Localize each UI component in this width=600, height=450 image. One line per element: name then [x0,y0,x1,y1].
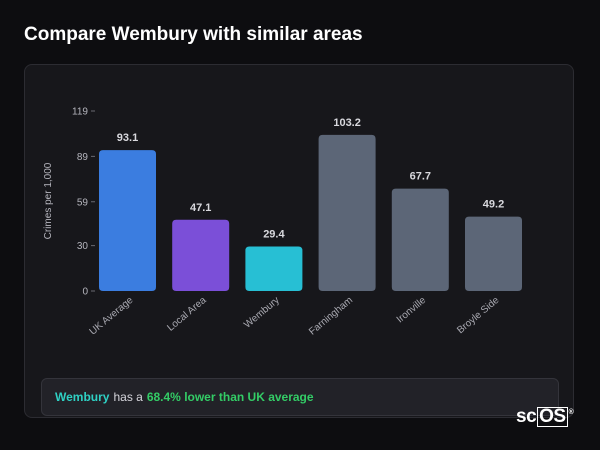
logo-prefix: sc [516,406,537,427]
comparison-summary: Wembury has a 68.4% lower than UK averag… [41,378,559,416]
y-tick-label: 0 [82,287,88,298]
x-category-label: Broyle Side [455,295,502,337]
bar-value-label: 29.4 [263,229,285,241]
x-category-label: Farningham [307,295,355,338]
bar-value-label: 103.2 [333,117,361,129]
crime-comparison-chart: Crimes per 1,000 0 30 59 89 119 93.1 UK Avera… [43,107,522,338]
bar-wembury[interactable] [245,246,303,291]
y-tick-label: 89 [77,152,89,163]
summary-delta-text: 68.4% lower than UK average [146,390,314,404]
bar-series: 93.1 UK Average 47.1 Local Area 29.4 Wembury 1… [88,117,522,338]
y-axis-label: Crimes per 1,000 [43,162,54,239]
chart-card: Crimes per 1,000 0 30 59 89 119 93.1 UK Avera… [24,64,574,418]
x-category-label: Wembury [242,295,282,331]
summary-middle-text: has a [113,390,143,404]
y-tick-label: 119 [72,107,88,118]
bar-value-label: 47.1 [190,202,211,214]
bar-value-label: 49.2 [483,199,504,211]
bar-value-label: 67.7 [410,171,431,183]
page-title: Compare Wembury with similar areas [24,24,363,45]
bar-broyle-side[interactable] [465,216,522,291]
bar-uk-average[interactable] [99,150,156,291]
bar-ironville[interactable] [391,188,449,291]
brand-logo: sc OS ® [516,406,574,428]
summary-area-name: Wembury [55,390,110,404]
logo-boxed: OS [537,406,568,427]
bar-value-label: 93.1 [117,132,138,144]
x-category-label: Local Area [165,295,209,334]
logo-mark: ® [568,409,574,416]
y-axis: 0 30 59 89 119 [72,107,95,298]
bar-local-area[interactable] [172,219,230,291]
y-tick-label: 59 [77,197,89,208]
x-category-label: UK Average [88,295,136,338]
bar-farningham[interactable] [318,134,376,291]
x-category-label: Ironville [395,295,429,326]
y-tick-label: 30 [77,241,89,252]
